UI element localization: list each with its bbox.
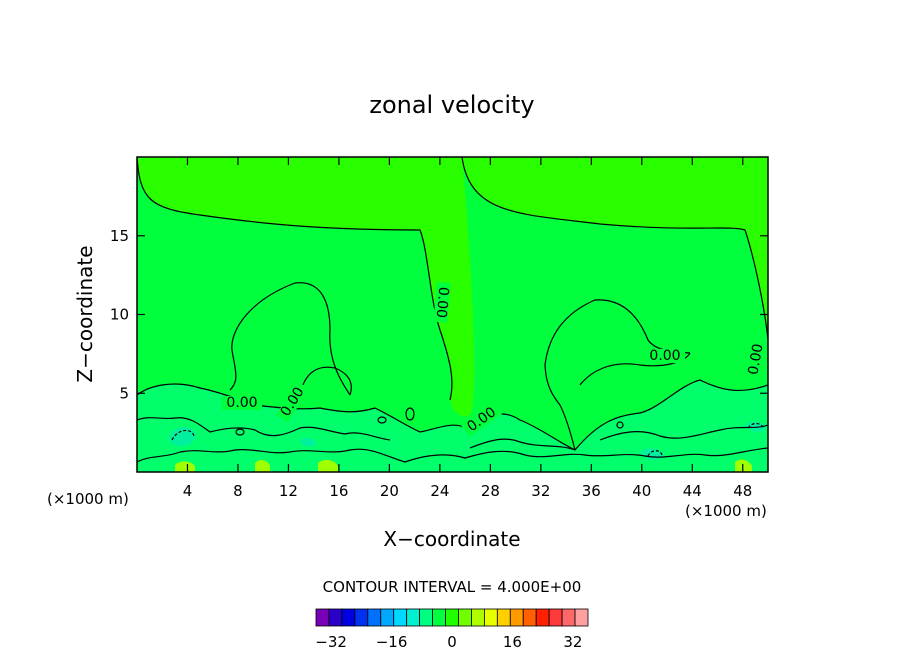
contour-line-wavy-3 [599,424,768,441]
field-yellow-2 [318,459,338,472]
colorbar-swatch [328,608,343,627]
field-yellow-4 [735,459,752,472]
y-tick-label: 5 [119,384,129,402]
colorbar-swatch [406,608,421,627]
colorbar-swatch [432,608,446,627]
colorbar-swatch [380,608,395,627]
contour-line-bulge-left [229,282,351,396]
field-yellow-1 [175,461,195,472]
colorbar-swatch [315,608,330,627]
x-tick-label: 36 [582,482,601,500]
colorbar-swatch [509,608,524,627]
contour-line-wavy-2 [469,438,576,451]
x-axis-ticks: 4 8 12 16 20 24 28 32 36 40 44 48 [183,157,752,500]
contour-line-dashed-2 [647,450,663,457]
y-axis-ticks: 5 10 15 [110,227,768,402]
field-bulge-left [231,282,350,399]
x-tick-label: 20 [380,482,399,500]
contour-ring-3 [616,421,624,429]
x-tick-label: 4 [183,482,193,500]
contour-line-wavy-1 [137,417,391,441]
y-tick-label: 10 [110,306,129,324]
colorbar-swatch [354,608,369,627]
contour-label: 0.00 [745,343,766,376]
colorbar-tick-labels: −32 −16 0 16 32 [315,633,582,651]
colorbar-swatch [458,608,472,627]
colorbar-swatch [367,608,382,627]
colorbar-swatch [393,608,408,627]
colorbar-tick-label: −16 [376,633,408,651]
x-unit-label-right: (×1000 m) [685,502,767,520]
x-tick-label: 40 [632,482,651,500]
x-tick-label: 32 [531,482,550,500]
colorbar-swatch [561,608,576,627]
x-tick-label: 8 [233,482,243,500]
contour-ring-2 [235,428,245,436]
colorbar-swatch [445,608,459,627]
colorbar-swatch [574,608,589,627]
field-yellow-3 [255,460,270,472]
x-axis-label: X−coordinate [383,527,520,551]
y-axis-label: Z−coordinate [73,245,97,382]
colorbar-swatch [548,608,563,627]
y-tick-label: 15 [110,227,129,245]
contour-line-dashed-3 [747,422,765,429]
field-lower-region [137,380,768,472]
contour-label: 0.00 [649,348,680,364]
contour-ring-4 [377,416,387,424]
colorbar-tick-label: 0 [447,633,457,651]
contour-line-upper [137,157,453,401]
x-tick-label: 12 [279,482,298,500]
plot-area: 0.00 0.00 0.00 0.00 0.00 0.00 [136,156,769,473]
contour-ring-1 [405,407,415,421]
field-patch-1 [169,427,196,447]
colorbar-tick-label: 32 [563,633,582,651]
filled-contour-field: 0.00 0.00 0.00 0.00 0.00 0.00 [137,157,768,472]
field-bulge-right [545,299,690,407]
colorbar-tick-label: −32 [315,633,347,651]
colorbar-swatch [535,608,550,627]
colorbar [315,608,589,627]
contour-line-mid-left [299,366,352,396]
field-patch-4 [300,437,316,447]
colorbar-tick-label: 16 [503,633,522,651]
contour-interval-text: CONTOUR INTERVAL = 4.000E+00 [323,578,582,596]
colorbar-swatch [522,608,537,627]
colorbar-swatch [483,608,498,627]
contour-line-bottom [137,447,768,463]
colorbar-swatch [471,608,485,627]
contour-line-dashed-1 [171,429,195,441]
contour-line-upper-right [461,157,768,341]
contour-lines [137,157,768,463]
x-tick-label: 28 [481,482,500,500]
colorbar-swatch [496,608,511,627]
x-tick-label: 48 [733,482,752,500]
x-tick-label: 24 [430,482,449,500]
x-tick-label: 16 [329,482,348,500]
colorbar-swatch [341,608,356,627]
x-tick-label: 44 [683,482,702,500]
contour-label: 0.00 [433,286,452,318]
contour-line-bulge-right [544,299,691,451]
contour-label: 0.00 [226,395,257,411]
x-unit-label-left: (×1000 m) [47,490,129,508]
colorbar-swatch [419,608,433,627]
chart-title: zonal velocity [369,91,534,119]
